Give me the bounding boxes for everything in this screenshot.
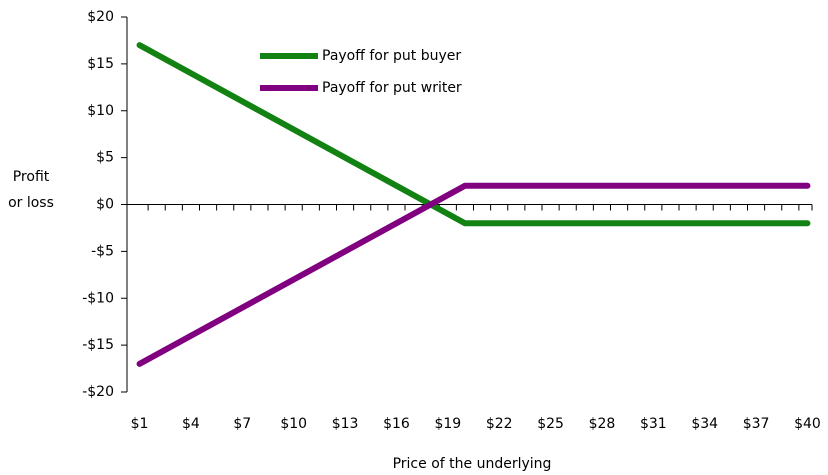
legend-label: Payoff for put writer: [322, 80, 462, 96]
x-tick-label: $19: [434, 416, 461, 432]
x-tick-label: $34: [691, 416, 718, 432]
y-tick-label: $20: [87, 9, 114, 25]
x-tick-label: $1: [131, 416, 149, 432]
series-line: [136, 42, 811, 227]
y-tick-label: -$10: [82, 290, 114, 306]
x-tick-label: $10: [280, 416, 307, 432]
y-tick-label: -$15: [82, 337, 114, 353]
x-tick-label: $22: [486, 416, 513, 432]
y-tick-label: $5: [96, 150, 114, 166]
y-tick-label: -$5: [91, 243, 114, 259]
y-tick-label: $15: [87, 56, 114, 72]
x-tick-label: $40: [794, 416, 821, 432]
x-tick-label: $31: [640, 416, 667, 432]
x-tick-label: $13: [332, 416, 359, 432]
x-tick-label: $37: [743, 416, 770, 432]
x-tick-label: $7: [233, 416, 251, 432]
series-line: [136, 182, 811, 367]
y-axis-label: Profit or loss: [8, 169, 54, 211]
y-tick-label: $10: [87, 103, 114, 119]
y-tick-label: -$20: [82, 384, 114, 400]
x-tick-label: $4: [182, 416, 200, 432]
x-axis-label: Price of the underlying: [393, 456, 552, 472]
y-tick-label: $0: [96, 197, 114, 213]
x-tick-label: $28: [589, 416, 616, 432]
x-tick-label: $25: [537, 416, 564, 432]
legend-label: Payoff for put buyer: [322, 48, 461, 64]
x-tick-label: $16: [383, 416, 410, 432]
